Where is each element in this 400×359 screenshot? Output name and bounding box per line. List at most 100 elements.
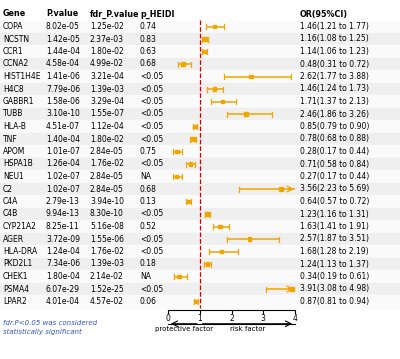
Text: OR(95%CI): OR(95%CI)	[300, 9, 348, 19]
Text: 3.72e-09: 3.72e-09	[46, 234, 80, 243]
Bar	[0, 108, 400, 120]
Text: P.value: P.value	[46, 9, 78, 19]
Bar	[218, 225, 222, 228]
Text: 1.41e-06: 1.41e-06	[46, 72, 80, 81]
Text: 1.42e-05: 1.42e-05	[46, 34, 80, 43]
Text: 1.58e-06: 1.58e-06	[46, 97, 80, 106]
Text: C2: C2	[3, 185, 13, 194]
Text: 2.14e-02: 2.14e-02	[90, 272, 124, 281]
Bar	[193, 125, 197, 128]
Text: 0.63: 0.63	[140, 47, 157, 56]
Text: fdr_P.value: fdr_P.value	[90, 9, 140, 19]
Text: CYP21A2: CYP21A2	[3, 222, 37, 231]
Text: 0.83: 0.83	[140, 34, 157, 43]
Bar	[0, 208, 400, 220]
Text: 1.02e-07: 1.02e-07	[46, 185, 80, 194]
Bar	[0, 95, 400, 108]
Text: 1.26e-04: 1.26e-04	[46, 159, 80, 168]
Bar	[206, 262, 209, 266]
Text: 1.16(1.08 to 1.25): 1.16(1.08 to 1.25)	[300, 34, 369, 43]
Bar	[0, 83, 400, 95]
Text: protective factor: protective factor	[155, 326, 213, 332]
Text: 3.29e-04: 3.29e-04	[90, 97, 124, 106]
Bar	[279, 187, 283, 191]
Bar	[0, 158, 400, 170]
Text: p_HEIDI: p_HEIDI	[140, 9, 174, 19]
Text: 0.06: 0.06	[140, 297, 157, 306]
Bar	[0, 120, 400, 133]
Text: 1.76e-02: 1.76e-02	[90, 247, 124, 256]
Text: 2.84e-05: 2.84e-05	[90, 185, 124, 194]
Text: 2.62(1.77 to 3.88): 2.62(1.77 to 3.88)	[300, 72, 369, 81]
Text: <0.05: <0.05	[140, 84, 163, 93]
Bar	[220, 250, 223, 253]
Text: 0.68: 0.68	[140, 60, 157, 69]
Bar	[175, 150, 179, 153]
Text: 1: 1	[197, 314, 202, 323]
Text: <0.05: <0.05	[140, 159, 163, 168]
Text: 0: 0	[166, 314, 170, 323]
Text: APOM: APOM	[3, 147, 25, 156]
Text: 0.64(0.57 to 0.72): 0.64(0.57 to 0.72)	[300, 197, 369, 206]
Bar	[244, 112, 248, 116]
Text: 1.55e-07: 1.55e-07	[90, 109, 124, 118]
Text: AGER: AGER	[3, 234, 24, 243]
Bar	[0, 183, 400, 195]
Bar	[191, 137, 194, 141]
Bar	[177, 275, 180, 278]
Text: 3: 3	[261, 314, 266, 323]
Text: 0.78(0.68 to 0.88): 0.78(0.68 to 0.88)	[300, 135, 369, 144]
Text: <0.05: <0.05	[140, 122, 163, 131]
Text: 1.44e-04: 1.44e-04	[46, 47, 80, 56]
Text: 1.46(1.21 to 1.77): 1.46(1.21 to 1.77)	[300, 22, 369, 31]
Bar	[203, 37, 206, 41]
Bar	[0, 58, 400, 70]
Text: risk factor: risk factor	[230, 326, 265, 332]
Text: C4A: C4A	[3, 197, 18, 206]
Text: C4B: C4B	[3, 210, 18, 219]
Bar	[0, 0, 400, 20]
Text: HLA-B: HLA-B	[3, 122, 26, 131]
Text: 3.10e-10: 3.10e-10	[46, 109, 80, 118]
Text: TNF: TNF	[3, 135, 18, 144]
Text: 1.55e-06: 1.55e-06	[90, 234, 124, 243]
Text: 7.79e-06: 7.79e-06	[46, 84, 80, 93]
Text: NCSTN: NCSTN	[3, 34, 29, 43]
Text: 1.80e-04: 1.80e-04	[46, 272, 80, 281]
Text: 1.25e-02: 1.25e-02	[90, 22, 124, 31]
Bar	[248, 237, 251, 241]
Text: 2.84e-05: 2.84e-05	[90, 172, 124, 181]
Text: <0.05: <0.05	[140, 135, 163, 144]
Bar	[290, 287, 294, 291]
Text: 0.75: 0.75	[140, 147, 157, 156]
Text: 0.48(0.31 to 0.72): 0.48(0.31 to 0.72)	[300, 60, 369, 69]
Text: 2.79e-13: 2.79e-13	[46, 197, 80, 206]
Text: 2.57(1.87 to 3.51): 2.57(1.87 to 3.51)	[300, 234, 369, 243]
Text: 0.28(0.17 to 0.44): 0.28(0.17 to 0.44)	[300, 147, 369, 156]
Text: 3.56(2.23 to 5.69): 3.56(2.23 to 5.69)	[300, 185, 369, 194]
Text: 3.21e-04: 3.21e-04	[90, 72, 124, 81]
Text: TUBB: TUBB	[3, 109, 23, 118]
Text: 2.46(1.86 to 3.26): 2.46(1.86 to 3.26)	[300, 109, 369, 118]
Text: 0.87(0.81 to 0.94): 0.87(0.81 to 0.94)	[300, 297, 369, 306]
Text: 3.91(3.08 to 4.98): 3.91(3.08 to 4.98)	[300, 284, 369, 294]
Text: HSPA1B: HSPA1B	[3, 159, 33, 168]
Bar	[0, 295, 400, 308]
Text: 4.57e-02: 4.57e-02	[90, 297, 124, 306]
Text: 1.01e-07: 1.01e-07	[46, 147, 80, 156]
Text: 1.52e-25: 1.52e-25	[90, 284, 124, 294]
Bar	[0, 70, 400, 83]
Text: PSMA4: PSMA4	[3, 284, 29, 294]
Text: 4: 4	[292, 314, 298, 323]
Text: 1.24e-04: 1.24e-04	[46, 247, 80, 256]
Text: <0.05: <0.05	[140, 109, 163, 118]
Text: <0.05: <0.05	[140, 72, 163, 81]
Text: 0.52: 0.52	[140, 222, 157, 231]
Text: 4.01e-04: 4.01e-04	[46, 297, 80, 306]
Text: 1.12e-04: 1.12e-04	[90, 122, 124, 131]
Text: 0.85(0.79 to 0.90): 0.85(0.79 to 0.90)	[300, 122, 369, 131]
Text: 4.58e-04: 4.58e-04	[46, 60, 80, 69]
Text: 1.76e-02: 1.76e-02	[90, 159, 124, 168]
Text: 1.46(1.24 to 1.73): 1.46(1.24 to 1.73)	[300, 84, 369, 93]
Bar	[250, 75, 253, 78]
